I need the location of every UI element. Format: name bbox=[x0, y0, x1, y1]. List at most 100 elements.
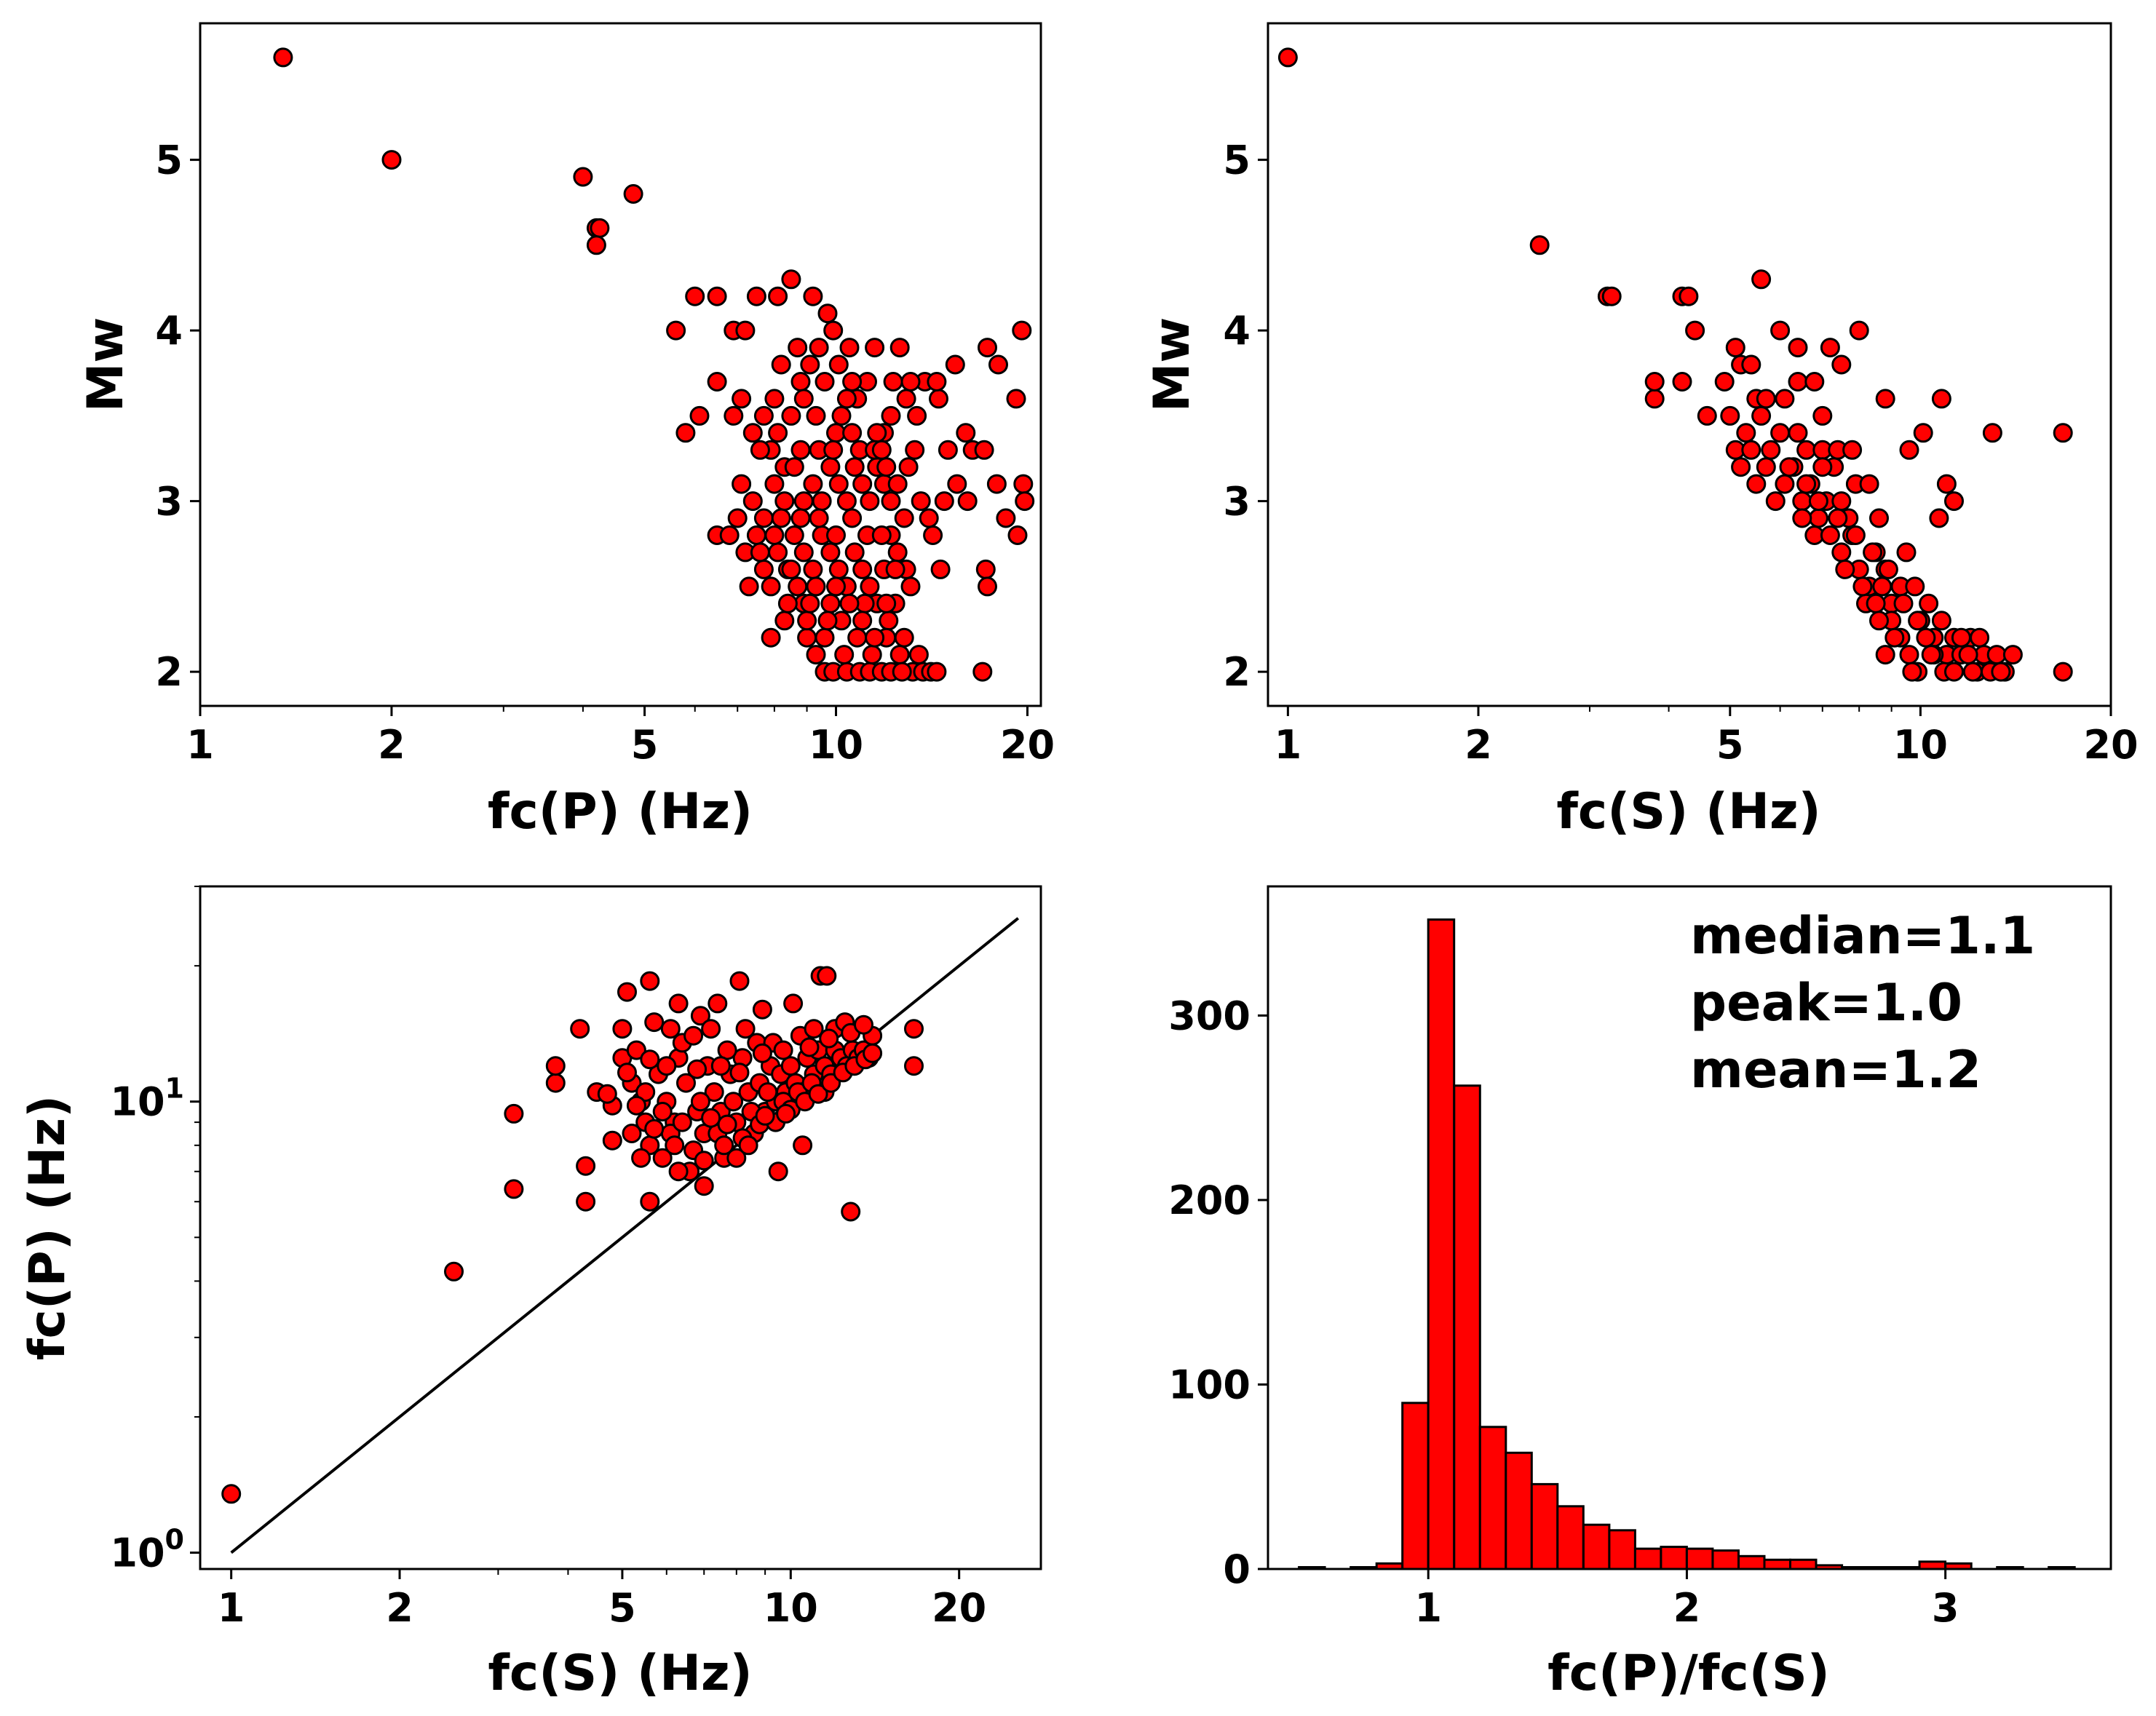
data-point bbox=[803, 474, 823, 494]
data-point bbox=[1756, 389, 1776, 409]
data-point bbox=[1277, 47, 1298, 68]
data-point bbox=[1866, 593, 1886, 613]
data-point bbox=[717, 1114, 737, 1135]
y-tick-label: 4 bbox=[155, 308, 183, 354]
x-axis-label: fc(P) (Hz) bbox=[488, 783, 753, 841]
data-point bbox=[1644, 372, 1665, 392]
data-point bbox=[793, 389, 814, 409]
data-point bbox=[1929, 508, 1949, 528]
data-point bbox=[1835, 559, 1855, 579]
data-point bbox=[732, 389, 752, 409]
data-point bbox=[804, 1019, 824, 1039]
data-point bbox=[860, 576, 880, 597]
data-point bbox=[881, 405, 901, 426]
data-point bbox=[617, 1062, 637, 1083]
data-point bbox=[752, 1043, 772, 1063]
data-point bbox=[729, 971, 750, 991]
data-point bbox=[790, 440, 811, 460]
data-point bbox=[1970, 627, 1990, 648]
data-point bbox=[774, 491, 795, 512]
data-point bbox=[714, 1135, 734, 1156]
data-point bbox=[862, 645, 882, 665]
data-point bbox=[1921, 645, 1941, 665]
data-point bbox=[889, 338, 910, 358]
plot-frame bbox=[199, 885, 1042, 1570]
data-point bbox=[828, 354, 849, 375]
data-point bbox=[834, 645, 855, 665]
data-point bbox=[771, 354, 791, 375]
data-point bbox=[1849, 320, 1869, 341]
data-point bbox=[803, 286, 823, 306]
data-point bbox=[815, 627, 835, 648]
one-to-one-line bbox=[230, 917, 1020, 1554]
data-point bbox=[972, 662, 993, 682]
histogram-bar bbox=[1866, 1566, 1895, 1570]
panel-fc-ratio-histogram: 1 2 3 0 100 200 300 fc(P)/fc(S) median=1.1 pe… bbox=[1168, 885, 2112, 1702]
data-point bbox=[694, 1176, 714, 1196]
data-point bbox=[839, 338, 860, 358]
data-point bbox=[788, 338, 808, 358]
x-tick-label: 2 bbox=[378, 722, 405, 768]
data-point bbox=[800, 354, 820, 375]
data-point bbox=[504, 1179, 524, 1199]
data-point bbox=[622, 1124, 642, 1143]
data-point bbox=[704, 1082, 724, 1103]
histogram-bar bbox=[1350, 1566, 1378, 1570]
data-point bbox=[1796, 440, 1817, 460]
annotation-mean: mean=1.2 bbox=[1690, 1040, 1981, 1100]
y-tick-label: 101 bbox=[110, 1073, 184, 1125]
histogram-bar bbox=[1789, 1558, 1818, 1570]
data-point bbox=[894, 508, 914, 528]
data-point bbox=[732, 474, 752, 494]
data-point bbox=[2053, 423, 2073, 443]
data-point bbox=[1919, 593, 1939, 613]
y-tick-label: 100 bbox=[110, 1524, 184, 1576]
data-point bbox=[927, 372, 947, 392]
data-point bbox=[1902, 662, 1922, 682]
data-point bbox=[689, 405, 710, 426]
x-tick-label: 20 bbox=[1000, 722, 1055, 768]
data-point bbox=[701, 1108, 721, 1128]
data-point bbox=[957, 491, 978, 512]
histogram-bar bbox=[1556, 1505, 1585, 1570]
data-point bbox=[1770, 320, 1791, 341]
data-point bbox=[1796, 474, 1817, 494]
x-tick-label: 20 bbox=[2083, 722, 2138, 768]
y-ticks: 100 101 bbox=[110, 886, 200, 1576]
data-point bbox=[898, 457, 919, 477]
y-axis-label: Mw bbox=[77, 317, 135, 413]
data-point bbox=[788, 576, 808, 597]
data-point bbox=[753, 559, 774, 579]
data-point bbox=[726, 1148, 747, 1168]
data-point bbox=[852, 474, 873, 494]
data-point bbox=[956, 423, 976, 443]
data-point bbox=[781, 269, 801, 290]
data-point bbox=[735, 1019, 756, 1039]
data-point bbox=[1859, 474, 1879, 494]
data-point bbox=[847, 627, 868, 648]
data-point bbox=[927, 662, 947, 682]
data-point bbox=[1765, 491, 1786, 512]
y-tick-label: 0 bbox=[1223, 1546, 1251, 1592]
x-tick-label: 10 bbox=[764, 1585, 818, 1631]
data-point bbox=[750, 542, 770, 563]
data-point bbox=[929, 389, 948, 409]
data-point bbox=[657, 1056, 677, 1076]
data-point bbox=[764, 525, 785, 545]
y-tick-label: 5 bbox=[155, 138, 183, 183]
data-point bbox=[1878, 559, 1898, 579]
data-point bbox=[1916, 627, 1936, 648]
y-tick-label: 200 bbox=[1168, 1177, 1251, 1223]
x-tick-label: 1 bbox=[186, 722, 214, 768]
data-point bbox=[876, 593, 897, 613]
histogram-bar bbox=[1375, 1562, 1404, 1570]
data-point bbox=[996, 508, 1016, 528]
histogram-bar bbox=[1478, 1426, 1507, 1570]
data-point bbox=[1788, 338, 1808, 358]
data-point bbox=[729, 1062, 750, 1083]
x-axis-label: fc(S) (Hz) bbox=[488, 1645, 752, 1702]
data-point bbox=[1731, 457, 1751, 477]
data-point bbox=[1808, 491, 1828, 512]
data-point bbox=[631, 1148, 651, 1168]
data-point bbox=[735, 320, 756, 341]
